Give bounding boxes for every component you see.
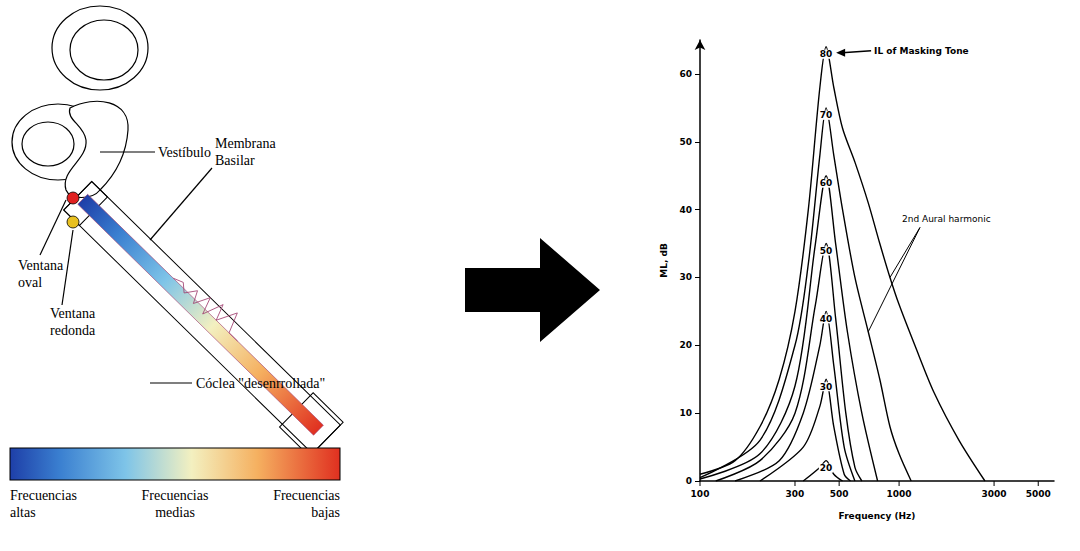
svg-text:MembranaBasilar: MembranaBasilar xyxy=(215,136,276,168)
svg-text:Vestíbulo: Vestíbulo xyxy=(158,145,211,160)
svg-text:1000: 1000 xyxy=(887,489,912,499)
svg-text:Ventanaoval: Ventanaoval xyxy=(18,258,64,290)
svg-text:50: 50 xyxy=(679,137,692,147)
svg-text:50: 50 xyxy=(820,246,833,256)
svg-text:70: 70 xyxy=(820,110,833,120)
svg-text:80: 80 xyxy=(820,49,833,59)
svg-text:Ventanaredonda: Ventanaredonda xyxy=(50,306,96,338)
svg-text:500: 500 xyxy=(830,489,849,499)
svg-text:3000: 3000 xyxy=(982,489,1007,499)
svg-text:30: 30 xyxy=(679,272,692,282)
svg-text:20: 20 xyxy=(820,463,833,473)
svg-text:Frecuenciasbajas: Frecuenciasbajas xyxy=(273,488,340,520)
svg-text:5000: 5000 xyxy=(1026,489,1051,499)
svg-text:0: 0 xyxy=(686,476,692,486)
svg-text:40: 40 xyxy=(679,205,692,215)
svg-text:ML, dB: ML, dB xyxy=(659,243,669,278)
svg-text:30: 30 xyxy=(820,382,833,392)
svg-text:20: 20 xyxy=(679,340,692,350)
svg-text:60: 60 xyxy=(679,69,692,79)
svg-text:100: 100 xyxy=(691,489,710,499)
svg-text:Cóclea "desenrrollada": Cóclea "desenrrollada" xyxy=(196,376,325,391)
svg-text:Frequency (Hz): Frequency (Hz) xyxy=(839,511,916,521)
svg-text:2nd Aural harmonic: 2nd Aural harmonic xyxy=(902,214,991,224)
svg-text:IL of Masking Tone: IL of Masking Tone xyxy=(874,46,969,56)
svg-text:300: 300 xyxy=(786,489,805,499)
svg-text:Frecuenciasmedias: Frecuenciasmedias xyxy=(142,488,209,520)
svg-text:10: 10 xyxy=(679,408,692,418)
svg-text:60: 60 xyxy=(820,178,833,188)
svg-text:40: 40 xyxy=(820,314,833,324)
svg-text:Frecuenciasaltas: Frecuenciasaltas xyxy=(10,488,77,520)
